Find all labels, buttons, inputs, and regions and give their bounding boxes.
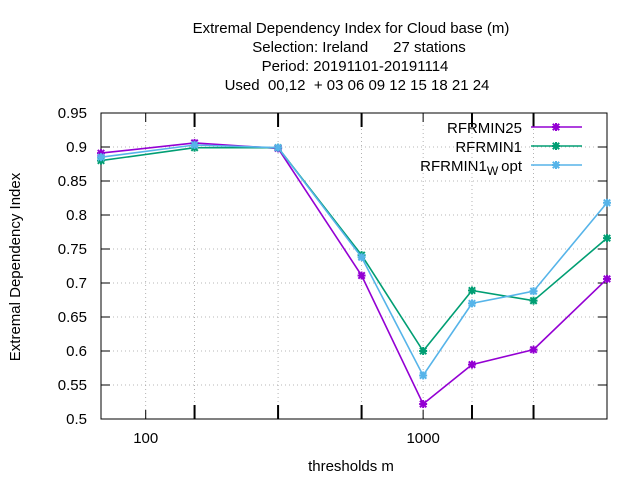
y-tick-label: 0.85 xyxy=(58,173,87,190)
series-3-point xyxy=(529,287,538,296)
chart-title-line-2: Selection: Ireland 27 stations xyxy=(252,39,465,56)
y-tick-label: 0.9 xyxy=(66,139,87,156)
series-2-point xyxy=(419,347,428,355)
legend-label-2: RFRMIN1 xyxy=(455,139,522,156)
y-tick-label: 0.8 xyxy=(66,207,87,224)
series-3-point xyxy=(190,140,199,149)
x-tick-label: 100 xyxy=(133,430,158,447)
series-2-point xyxy=(603,234,611,243)
series-1-point xyxy=(467,360,476,369)
series-3-point xyxy=(603,198,611,207)
axes: 0.5 0.55 0.6 0.65 0.7 0.75 0.8 0.85 0.9 0.95 100 10… xyxy=(58,105,608,447)
x-axis-label: thresholds m xyxy=(308,458,394,475)
series-3-point xyxy=(97,153,105,162)
legend-marker-2 xyxy=(552,142,560,150)
series-line-3 xyxy=(100,144,608,378)
x-tick-label: 1000 xyxy=(406,430,439,447)
series-2-point xyxy=(529,296,538,305)
y-axis-label: Extremal Dependency Index xyxy=(7,172,24,361)
y-tick-label: 0.55 xyxy=(58,377,87,394)
legend-label-3: RFRMIN1W opt xyxy=(420,158,523,178)
y-tick-label: 0.95 xyxy=(58,105,87,122)
y-tick-label: 0.65 xyxy=(58,309,87,326)
series-line-2 xyxy=(100,146,608,353)
series-line-1 xyxy=(100,142,608,406)
legend-marker-3 xyxy=(552,161,560,169)
y-tick-label: 0.75 xyxy=(58,241,87,258)
legend: RFRMIN25 RFRMIN1 RFRMIN1W opt xyxy=(420,120,582,178)
legend-label-3-base: RFRMIN1 xyxy=(420,158,487,175)
y-tick-label: 0.7 xyxy=(66,275,87,292)
series-3-point xyxy=(357,253,366,262)
series-1-point xyxy=(603,274,611,283)
legend-label-3-subscript: W xyxy=(487,164,499,178)
legend-label-3-suffix: opt xyxy=(501,158,523,175)
chart-title-line-3: Period: 20191101-20191114 xyxy=(262,58,449,75)
chart-title-line-1: Extremal Dependency Index for Cloud base… xyxy=(193,20,510,37)
series-3-point xyxy=(467,299,476,308)
series-3-point xyxy=(274,143,283,152)
plot-border xyxy=(100,112,608,420)
series-3-point xyxy=(419,371,428,380)
series-1-point xyxy=(419,400,428,409)
grid xyxy=(101,113,607,419)
y-tick-label: 0.5 xyxy=(66,411,87,428)
series-group xyxy=(97,138,611,409)
series-1-point xyxy=(357,271,366,280)
chart-title-line-4: Used 00,12 + 03 06 09 12 15 18 21 24 xyxy=(225,77,490,94)
series-2-point xyxy=(467,286,476,295)
legend-marker-1 xyxy=(552,123,560,131)
legend-label-1: RFRMIN25 xyxy=(447,120,522,137)
series-1-point xyxy=(529,345,538,354)
y-tick-label: 0.6 xyxy=(66,343,87,360)
